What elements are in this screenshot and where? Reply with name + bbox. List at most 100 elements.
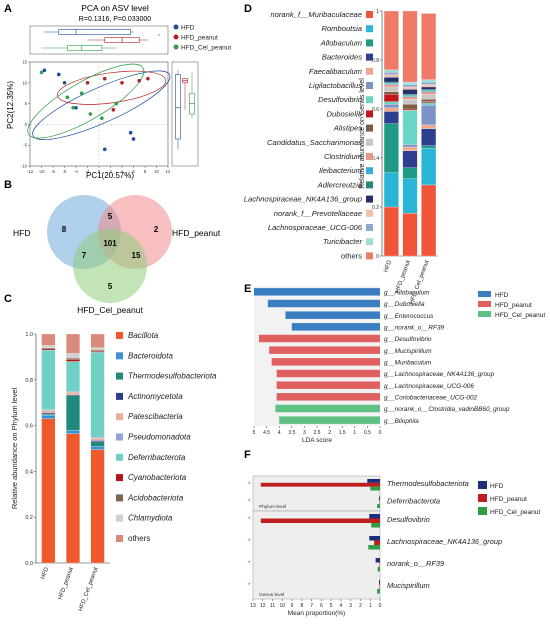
bar-segment-others [91, 334, 105, 348]
legend-swatch-thermodesulfobacteriota [116, 373, 123, 380]
legend-label-pseudomonadota: Pseudomonadota [128, 433, 191, 442]
legend-swatch-bacteroidota [116, 352, 123, 359]
lda-bar-g-muribaculum [272, 358, 380, 365]
lda-bar-g-bilophila [279, 416, 380, 423]
legend-swatch-allobaculum [366, 39, 373, 46]
category-label-hfd-cel-peanut: HFD_Cel_peanut [78, 566, 100, 612]
bar-segment-allobaculum [403, 168, 418, 179]
pca-point-hfd [132, 137, 136, 141]
bar-segment-acidobacteriota [66, 358, 80, 359]
lda-bar-g-coriobacteriaceae-ucg-002 [277, 393, 380, 400]
bar-segment-chlamydiota [66, 353, 80, 358]
bar-segment-candidatus-saccharimonas [421, 94, 436, 99]
mp-bar-desulfovibrio-hfd [369, 514, 380, 519]
venn-diagram: HFD HFD_peanut HFD_Cel_peanut 8 2 5 5 7 … [13, 195, 221, 315]
category-label-hfd: HFD [383, 259, 393, 273]
legend-swatch-clostridium [366, 153, 373, 160]
legend-swatch-others [366, 252, 373, 259]
bar-segment-pseudomonadota [91, 437, 105, 438]
bar-segment-deferribacterota [66, 361, 80, 391]
bar-segment-deferribacterota [91, 352, 105, 437]
bar-segment-faecalibaculum [421, 125, 436, 129]
chartD-ytick-label: 0.8 [372, 58, 379, 64]
bar-segment-bacteroides [384, 111, 399, 123]
legend-swatch-candidatus-saccharimonas [366, 139, 373, 146]
chartC-ylabel: Relative abundance on Phylum level [10, 388, 19, 510]
venn-count-hfd-peanut: 2 [154, 225, 159, 234]
mean-proportion-chart: Phylum level*Thermodesulfobacteriota*Def… [248, 476, 540, 617]
lda-label-g-lachnospiraceae-ucg-006: g__Lachnospiraceae_UCG-006 [384, 383, 474, 390]
bar-segment-bacteroidota [91, 446, 105, 449]
lda-label-g-desulfovibrio: g__Desulfovibrio [384, 336, 432, 343]
lda-xtick-label: 0.5 [364, 430, 371, 436]
pca-xtick-label: -4 [74, 169, 78, 174]
legend-swatch-chlamydiota [116, 515, 123, 522]
bar-segment-norank-f-muribaculaceae [403, 213, 418, 256]
bar-segment-turicibacter [384, 70, 399, 72]
lda-legend-swatch-hfd-cel-peanut [478, 311, 491, 317]
bar-segment-alistipes [421, 99, 436, 101]
mp-xtick-label: 12 [260, 603, 266, 609]
legend-swatch-ligilactobacillus [366, 82, 373, 89]
bar-segment-desulfovibrio [421, 103, 436, 105]
chartC-ytick-label: 0.4 [25, 469, 33, 475]
panel-letter-d: D [244, 3, 252, 15]
bar-segment-romboutsia [384, 173, 399, 207]
mp-sig-star: * [248, 482, 251, 488]
pca-point-hfd-cel-peanut [66, 96, 70, 100]
lda-label-g-muribaculum: g__Muribaculum [384, 360, 432, 367]
bar-segment-ligilactobacillus [403, 145, 418, 147]
mp-bar-lachnospiraceae-nk4a136-group-hfd [369, 536, 380, 541]
chartC-ytick-label: 0.6 [25, 424, 33, 430]
chartC-ytick-label: 0.8 [25, 378, 33, 384]
bar-segment-romboutsia [403, 179, 418, 213]
pca-point-hfd-peanut [120, 81, 124, 85]
legend-label-deferribacterota: Deferribacterota [128, 453, 186, 462]
legend-swatch-norank-f-muribaculaceae [366, 11, 373, 18]
pca-top-box-hfd [59, 30, 131, 35]
pca-right-box-hfd [176, 74, 181, 138]
pca-legend-marker-hfd [174, 25, 179, 30]
bar-segment-candidatus-saccharimonas [384, 87, 399, 92]
pca-stats: R=0.1316, P=0.033000 [79, 16, 152, 23]
pca-right-boxplot [172, 62, 198, 166]
lda-xtick-label: 1 [353, 430, 356, 436]
pca-point-hfd-cel-peanut [114, 102, 118, 106]
bar-segment-ligilactobacillus [421, 105, 436, 125]
venn-count-peanut-cel: 15 [132, 251, 141, 260]
bar-segment-adlercreutzia [384, 82, 399, 83]
panel-letter-c: C [4, 293, 12, 305]
lda-xtick-label: 5 [253, 430, 256, 436]
chartD-ytick-label: 0 [376, 254, 379, 260]
pca-ytick-label: -5 [23, 143, 27, 148]
bar-segment-others [421, 13, 436, 79]
pca-point-hfd-cel-peanut [40, 71, 44, 75]
pca-point-hfd [57, 73, 61, 77]
mp-bar-norank-o-rf39-hfd-cel-peanut [378, 567, 380, 572]
lda-xtick-label: 3 [303, 430, 306, 436]
legend-label-faecalibaculum: Faecalibaculum [309, 67, 362, 76]
lda-bar-g-desulfovibrio [259, 335, 380, 342]
lda-bar-g-dubosiella [268, 300, 380, 307]
mp-bar-desulfovibrio-hfd-cel-peanut [371, 523, 380, 528]
mp-label-thermodesulfobacteriota: Thermodesulfobacteriota [387, 479, 469, 488]
bar-segment-desulfovibrio [384, 102, 399, 104]
pca-top-boxplot: * [30, 26, 168, 54]
legend-label-bacteroides: Bacteroides [322, 53, 362, 62]
legend-label-turicibacter: Turicibacter [323, 237, 363, 246]
legend-label-others: others [128, 534, 150, 543]
bar-segment-patescibacteria [66, 392, 80, 394]
mp-bar-thermodesulfobacteriota-hfd-cel-peanut [370, 487, 380, 491]
legend-label-adlercreutzia: Adlercreutzia [317, 180, 362, 189]
pca-point-hfd-peanut [112, 108, 116, 112]
lda-label-g-lachnospiraceae-nk4a136-group: g__Lachnospiraceae_NK4A136_group [384, 371, 495, 378]
mp-xtick-label: 3 [349, 603, 352, 609]
mp-bar-thermodesulfobacteriota-hfd [367, 479, 380, 483]
legend-label-norank-f-muribaculaceae: norank_f__Muribaculaceae [270, 10, 362, 19]
pca-title: PCA on ASV level [81, 3, 149, 13]
bar-segment-adlercreutzia [421, 89, 436, 90]
